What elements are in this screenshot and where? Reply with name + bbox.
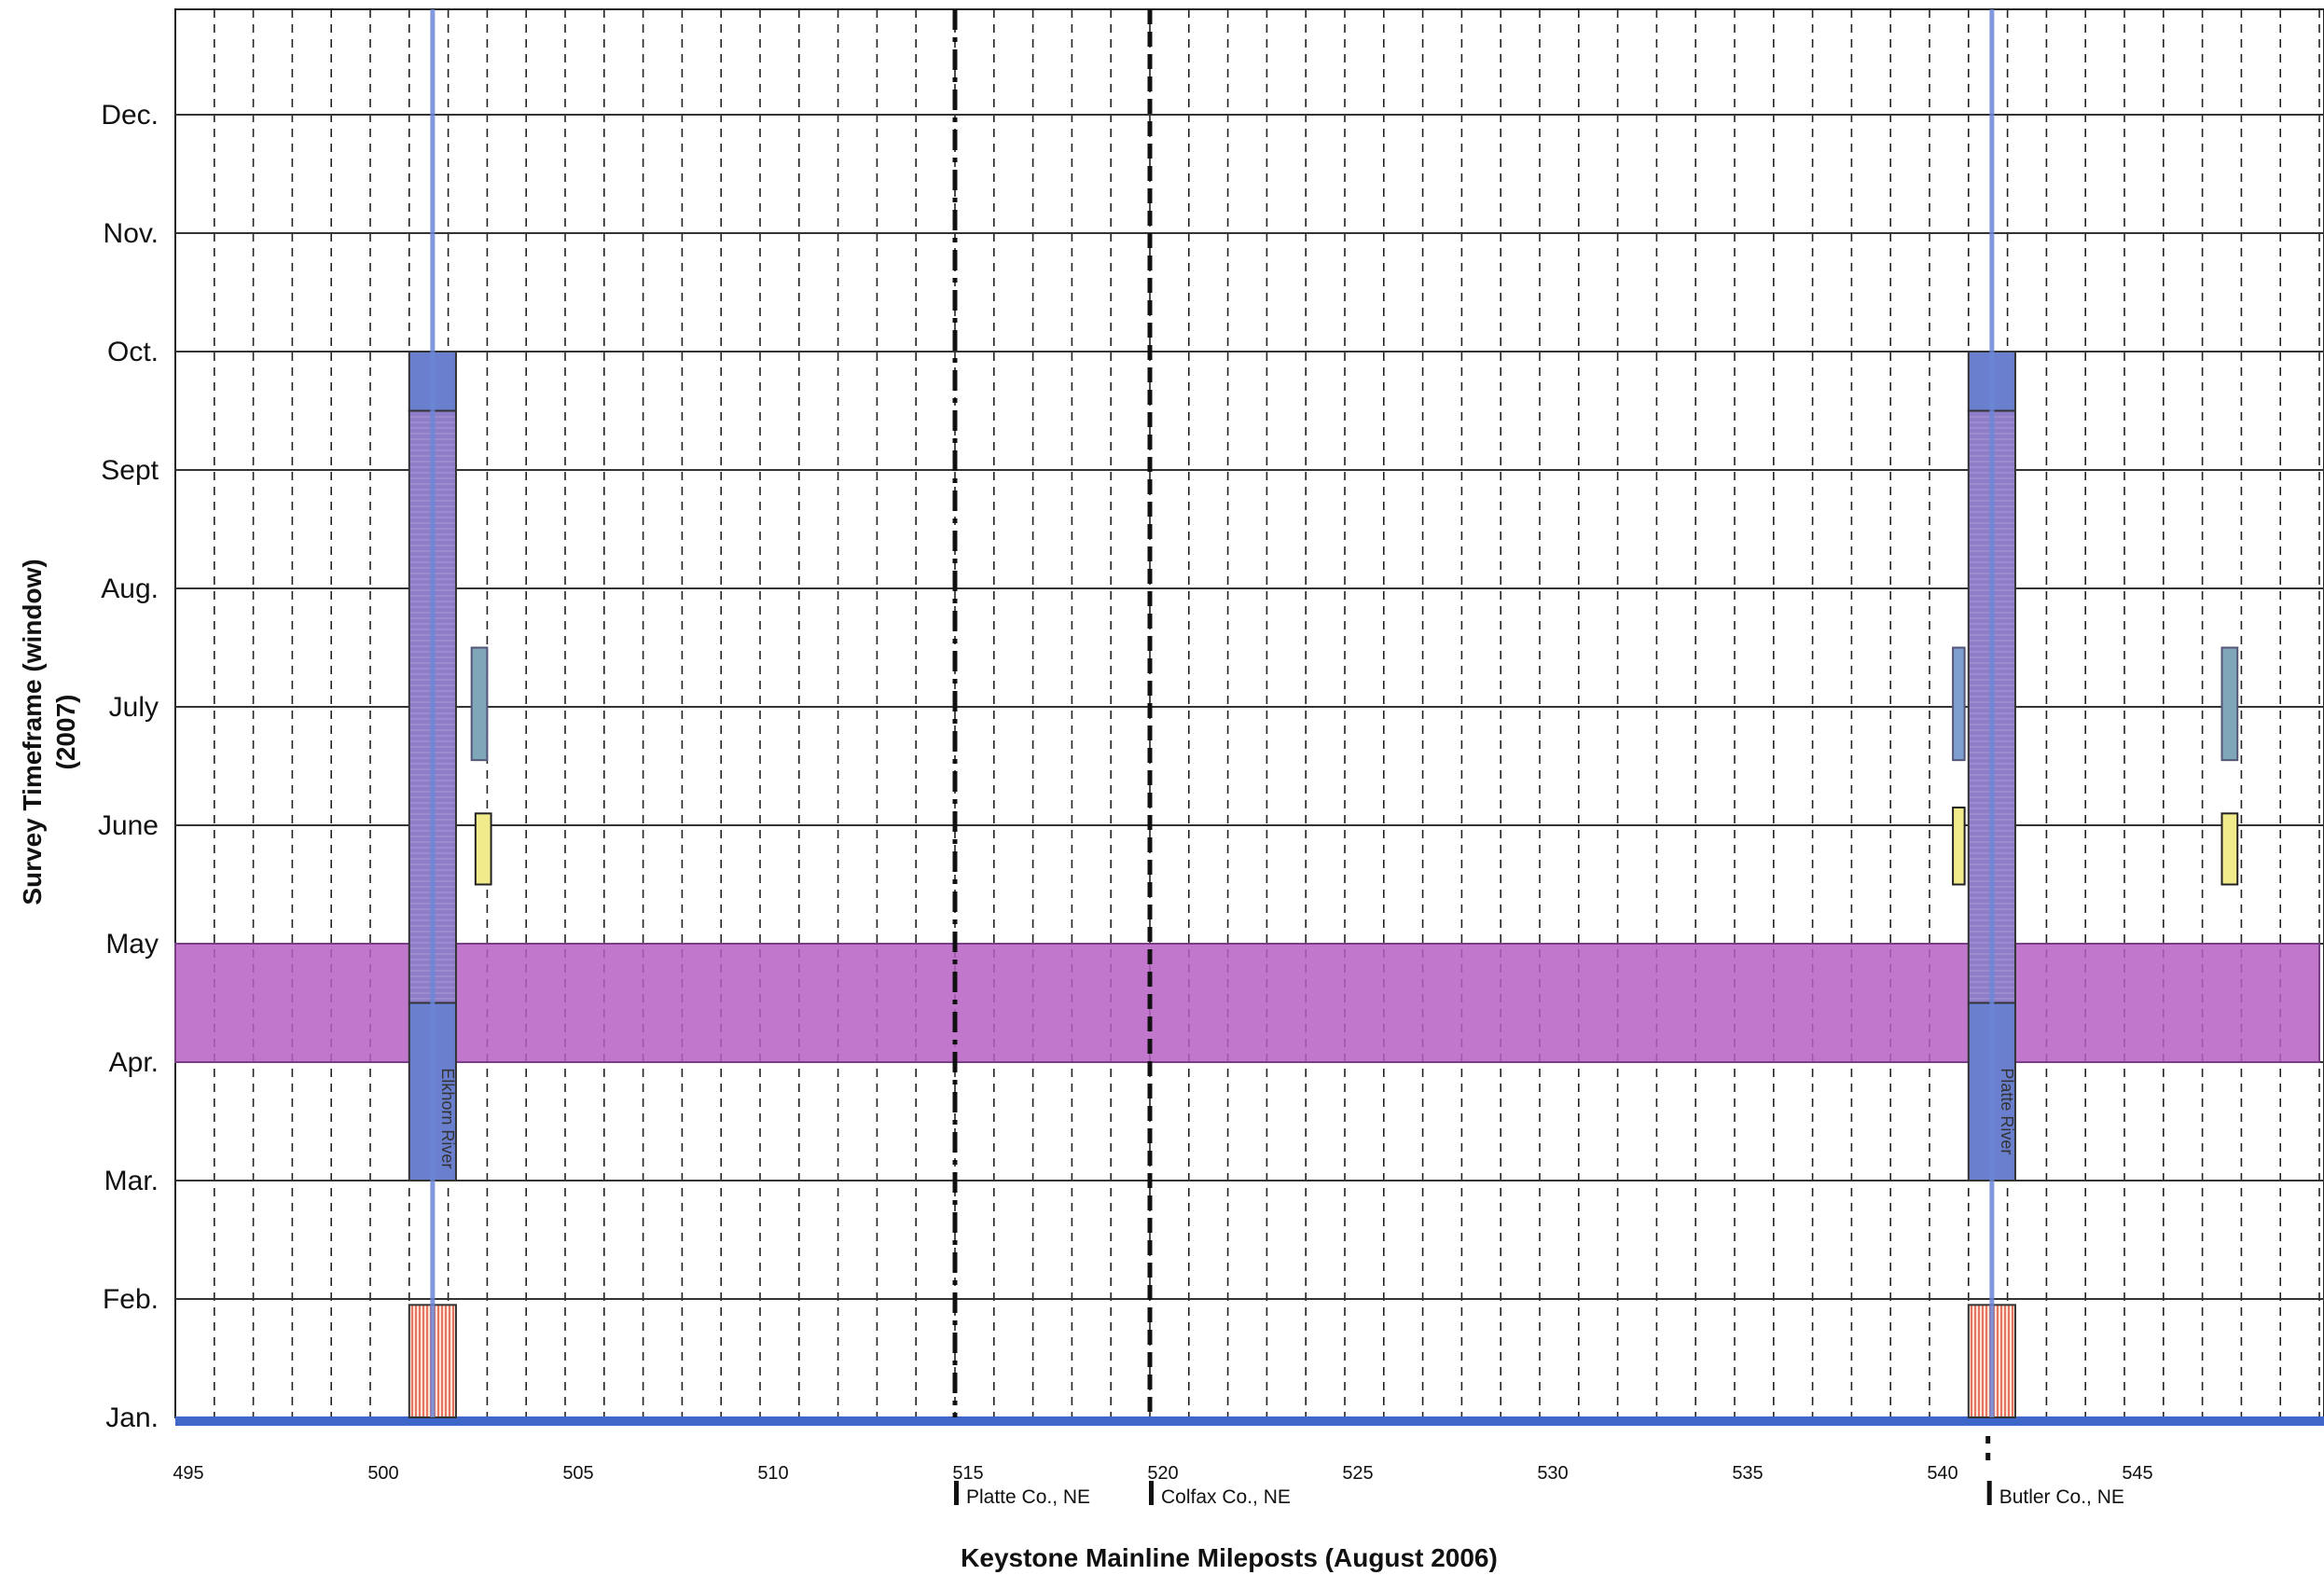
- y-tick-label: Apr.: [109, 1047, 159, 1078]
- survey-bar: [474, 812, 492, 886]
- x-tick-label: 530: [1537, 1463, 1568, 1484]
- x-tick-label: 545: [2122, 1463, 2152, 1484]
- x-tick-label: 510: [757, 1463, 788, 1484]
- y-tick-label: Nov.: [104, 218, 159, 249]
- county-lines: Platte Co., NE Colfax Co., NE Butler Co., …: [952, 9, 2124, 1508]
- y-tick-label: Mar.: [104, 1166, 159, 1196]
- y-tick-label: Dec.: [101, 100, 159, 131]
- y-tick-label: June: [98, 810, 159, 841]
- survey-bar: [470, 646, 489, 762]
- survey-bar: [2220, 812, 2239, 886]
- y-axis-title: Survey Timeframe (window): [18, 559, 47, 905]
- x-tick-label: 495: [173, 1463, 203, 1484]
- river-label: Elkhorn River: [438, 1068, 457, 1168]
- y-axis-subtitle: (2007): [51, 695, 80, 770]
- county-marker: [1986, 1481, 1992, 1505]
- survey-bar: [2220, 646, 2239, 762]
- survey-bars: [174, 351, 2320, 1418]
- x-tick-label: 525: [1342, 1463, 1373, 1484]
- county-marker: [1149, 1481, 1154, 1505]
- county-label: Butler Co., NE: [1999, 1486, 2124, 1508]
- y-tick-label: May: [105, 929, 159, 960]
- x-tick-label: 505: [562, 1463, 593, 1484]
- survey-bar: [1952, 806, 1966, 886]
- x-tick-label: 535: [1732, 1463, 1763, 1484]
- county-label: Colfax Co., NE: [1161, 1486, 1291, 1508]
- x-tick-label: 500: [367, 1463, 398, 1484]
- county-marker: [954, 1481, 959, 1505]
- y-tick-label: Feb.: [103, 1284, 159, 1315]
- x-tick-label: 540: [1927, 1463, 1957, 1484]
- x-tick-label: 515: [952, 1463, 983, 1484]
- y-tick-label: Jan.: [105, 1402, 159, 1433]
- county-label: Platte Co., NE: [966, 1486, 1090, 1508]
- axis-labels: Jan. Feb. Mar. Apr. May June July Aug. Sept Oct. N…: [98, 100, 2153, 1484]
- y-tick-label: Oct.: [107, 337, 159, 367]
- y-tick-label: Aug.: [101, 573, 159, 604]
- survey-bar: [174, 943, 2320, 1063]
- river-label: Platte River: [1998, 1068, 2016, 1154]
- x-axis-title: Keystone Mainline Mileposts (August 2006…: [961, 1543, 1498, 1572]
- y-tick-label: July: [109, 692, 159, 723]
- river-lines: Elkhorn River Platte River: [430, 9, 2016, 1417]
- y-tick-label: Sept: [101, 455, 159, 486]
- survey-bar: [1952, 646, 1966, 762]
- x-tick-label: 520: [1147, 1463, 1178, 1484]
